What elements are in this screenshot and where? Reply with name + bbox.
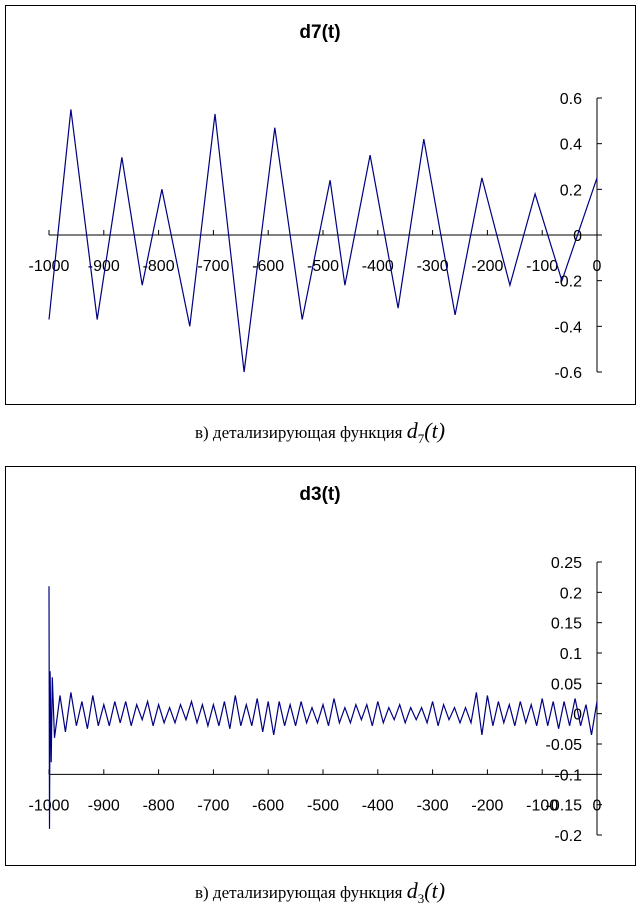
x-tick-label: -700 bbox=[197, 258, 229, 275]
caption-index: 3 bbox=[418, 891, 425, 906]
y-tick-label: 0.25 bbox=[551, 555, 582, 572]
caption-text: в) детализирующая функция bbox=[195, 883, 403, 902]
x-tick-label: -600 bbox=[252, 797, 284, 814]
caption-symbol: d bbox=[407, 418, 419, 443]
y-tick-label: 0.05 bbox=[551, 676, 582, 693]
x-tick-label: -900 bbox=[88, 258, 120, 275]
caption: в) детализирующая функция d7(t) bbox=[195, 418, 445, 446]
y-tick-label: 0.6 bbox=[560, 91, 582, 108]
x-tick-label: -100 bbox=[526, 258, 558, 275]
x-tick-label: -300 bbox=[417, 797, 449, 814]
y-tick-label: -0.05 bbox=[546, 737, 583, 754]
chart-title: d7(t) bbox=[299, 22, 340, 43]
caption-args: (t) bbox=[424, 878, 445, 903]
caption-index: 7 bbox=[418, 431, 425, 446]
y-tick-label: 0 bbox=[573, 707, 582, 724]
x-tick-label: -100 bbox=[526, 797, 558, 814]
x-tick-label: -500 bbox=[307, 797, 339, 814]
chart-title: d3(t) bbox=[299, 484, 340, 505]
x-tick-label: 0 bbox=[593, 797, 602, 814]
y-tick-label: 0.15 bbox=[551, 616, 582, 633]
x-tick-label: 0 bbox=[593, 258, 602, 275]
x-tick-label: -200 bbox=[471, 797, 503, 814]
x-tick-label: -500 bbox=[307, 258, 339, 275]
x-tick-label: -300 bbox=[417, 258, 449, 275]
y-tick-label: 0.4 bbox=[560, 137, 582, 154]
x-tick-label: -200 bbox=[471, 258, 503, 275]
x-tick-label: -600 bbox=[252, 258, 284, 275]
x-tick-label: -1000 bbox=[29, 258, 70, 275]
y-tick-label: -0.15 bbox=[546, 798, 583, 815]
caption: в) детализирующая функция d3(t) bbox=[195, 878, 445, 906]
caption-symbol: d bbox=[407, 878, 419, 903]
x-tick-label: -700 bbox=[197, 797, 229, 814]
caption-text: в) детализирующая функция bbox=[195, 423, 403, 442]
y-tick-label: 0.2 bbox=[560, 585, 582, 602]
y-tick-label: -0.2 bbox=[554, 274, 582, 291]
y-tick-label: -0.6 bbox=[554, 365, 582, 382]
y-tick-label: -0.2 bbox=[554, 828, 582, 845]
x-tick-label: -800 bbox=[143, 797, 175, 814]
x-tick-label: -800 bbox=[143, 258, 175, 275]
data-line bbox=[48, 586, 598, 829]
y-tick-label: -0.1 bbox=[554, 767, 582, 784]
y-tick-label: 0.2 bbox=[560, 182, 582, 199]
chart-frame bbox=[5, 466, 636, 866]
x-tick-label: -400 bbox=[362, 258, 394, 275]
x-tick-label: -900 bbox=[88, 797, 120, 814]
y-tick-label: 0.1 bbox=[560, 646, 582, 663]
y-tick-label: -0.4 bbox=[554, 319, 582, 336]
chart-frame bbox=[5, 5, 636, 405]
x-tick-label: -400 bbox=[362, 797, 394, 814]
caption-args: (t) bbox=[424, 418, 445, 443]
data-line bbox=[48, 109, 598, 373]
